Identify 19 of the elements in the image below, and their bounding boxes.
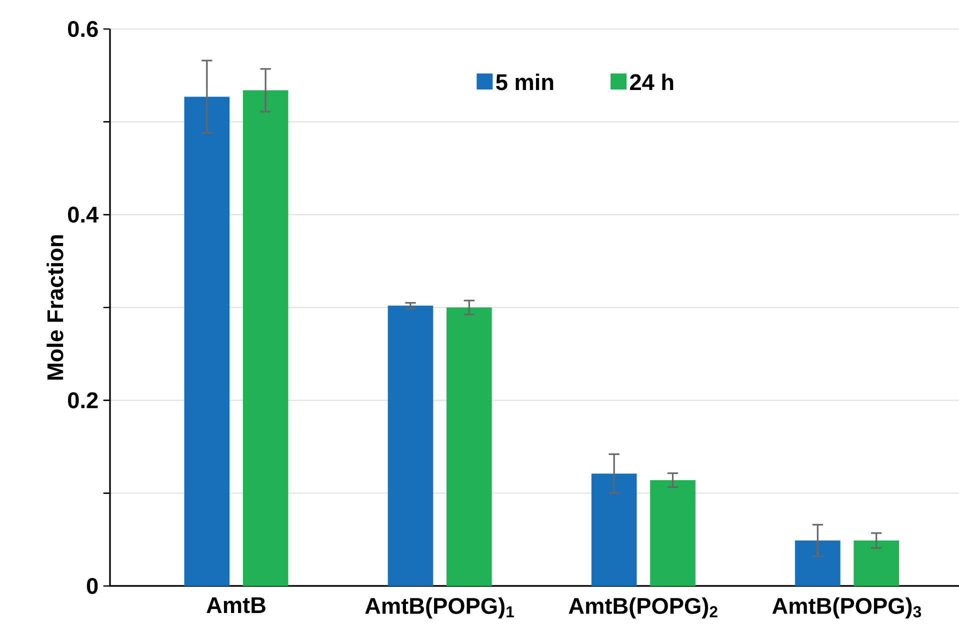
bar xyxy=(184,96,230,586)
bar xyxy=(795,540,840,586)
x-tick-label: AmtB(POPG)$_{2}$ xyxy=(568,597,718,618)
bar xyxy=(591,474,637,586)
y-tick-label: 0 xyxy=(86,578,98,594)
x-tick-label: AmtB(POPG)$_{1}$ xyxy=(365,597,514,618)
bar xyxy=(446,307,492,586)
y-tick-label: 0.2 xyxy=(68,392,98,408)
legend-label: 5 min xyxy=(496,74,554,90)
y-axis-title: Mole Fraction xyxy=(46,235,64,380)
y-tick-label: 0.4 xyxy=(68,206,99,223)
legend-label: 24 h xyxy=(630,74,674,90)
bar xyxy=(854,540,900,586)
bar xyxy=(650,480,696,586)
y-tick-label: 0.6 xyxy=(68,20,98,38)
x-tick-label: AmtB(POPG)$_{3}$ xyxy=(772,597,922,618)
x-tick-label: AmtB xyxy=(206,597,266,614)
bar xyxy=(388,306,434,586)
bar xyxy=(242,90,288,586)
